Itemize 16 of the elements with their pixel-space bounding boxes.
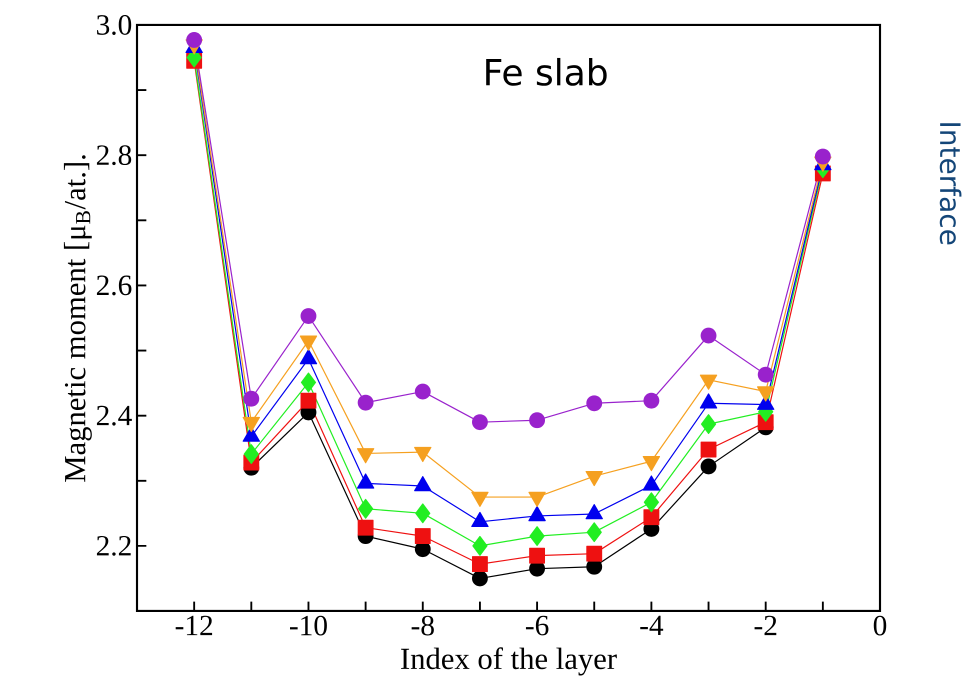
x-tick-label: 0 (874, 616, 886, 636)
y-tick-label: 2.4 (96, 406, 132, 426)
y-tick-label: 2.2 (96, 536, 131, 556)
x-axis-title: Index of the layer (401, 647, 617, 676)
annotation: Fe slab (486, 58, 607, 86)
x-tick-label: -6 (526, 616, 548, 636)
text: Interface (940, 123, 962, 244)
y-tick-label: 2.8 (96, 145, 132, 166)
y-tick-label: 2.6 (96, 276, 132, 296)
y-axis-title: Magnetic moment [μ$_{B}$/at.]. (64, 155, 92, 482)
x-tick-label: -4 (640, 616, 664, 636)
x-tick-label: -8 (412, 616, 434, 636)
y-tick-label: 3.0 (97, 15, 132, 35)
x-tick-label: -10 (290, 616, 327, 636)
x-tick-label: -12 (176, 616, 212, 636)
x-tick-label: -2 (754, 616, 776, 636)
